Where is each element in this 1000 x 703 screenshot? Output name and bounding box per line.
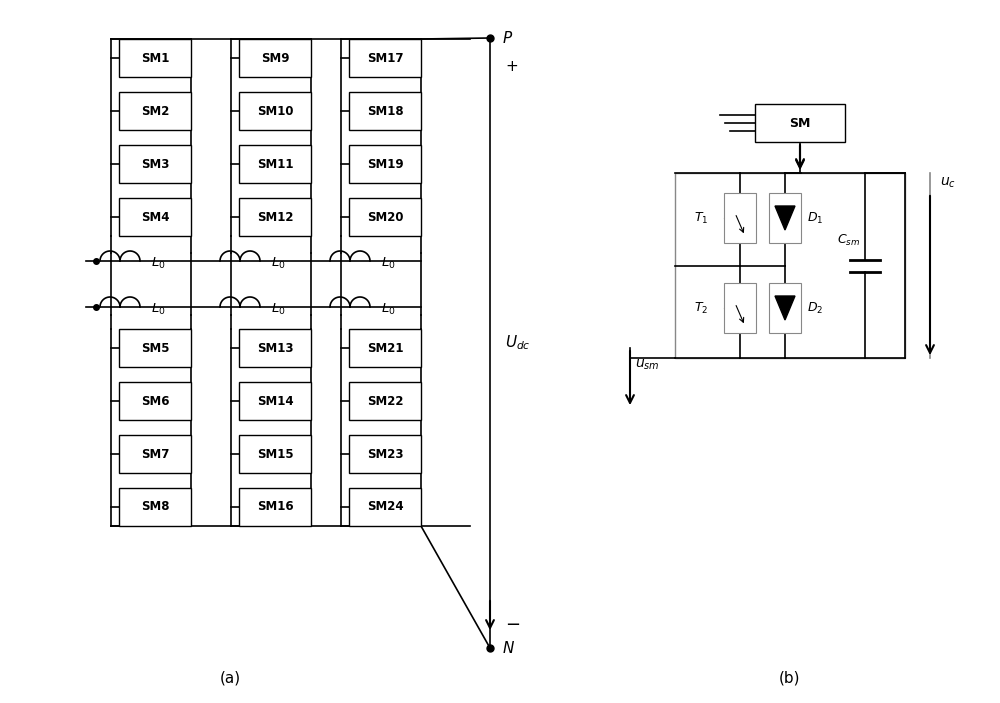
FancyBboxPatch shape (239, 39, 311, 77)
Text: (a): (a) (219, 671, 241, 685)
Text: SM18: SM18 (367, 105, 403, 117)
Text: SM22: SM22 (367, 394, 403, 408)
FancyBboxPatch shape (239, 92, 311, 130)
Text: $L_0$: $L_0$ (151, 302, 166, 316)
Text: (b): (b) (779, 671, 801, 685)
FancyBboxPatch shape (119, 39, 191, 77)
FancyBboxPatch shape (119, 329, 191, 367)
Text: SM5: SM5 (141, 342, 169, 354)
Text: SM13: SM13 (257, 342, 293, 354)
FancyBboxPatch shape (239, 488, 311, 526)
FancyBboxPatch shape (119, 198, 191, 236)
Text: SM15: SM15 (257, 448, 293, 460)
Text: $D_1$: $D_1$ (807, 210, 823, 226)
Text: SM7: SM7 (141, 448, 169, 460)
FancyBboxPatch shape (239, 435, 311, 473)
Text: $L_0$: $L_0$ (271, 255, 286, 271)
Text: $T_1$: $T_1$ (694, 210, 708, 226)
Text: $P$: $P$ (502, 30, 513, 46)
FancyBboxPatch shape (239, 198, 311, 236)
FancyBboxPatch shape (119, 145, 191, 183)
Text: SM: SM (789, 117, 811, 129)
FancyBboxPatch shape (755, 104, 845, 142)
Text: $C_{sm}$: $C_{sm}$ (837, 233, 860, 248)
FancyBboxPatch shape (119, 435, 191, 473)
FancyBboxPatch shape (349, 488, 421, 526)
Text: SM4: SM4 (141, 210, 169, 224)
FancyBboxPatch shape (349, 382, 421, 420)
Text: SM8: SM8 (141, 501, 169, 513)
Text: SM2: SM2 (141, 105, 169, 117)
Text: $L_0$: $L_0$ (381, 302, 396, 316)
Text: $L_0$: $L_0$ (381, 255, 396, 271)
Text: $D_2$: $D_2$ (807, 300, 823, 316)
Text: $N$: $N$ (502, 640, 515, 656)
Text: $L_0$: $L_0$ (151, 255, 166, 271)
Text: SM14: SM14 (257, 394, 293, 408)
FancyBboxPatch shape (239, 145, 311, 183)
Bar (675, 173, 905, 358)
FancyBboxPatch shape (239, 382, 311, 420)
FancyBboxPatch shape (349, 329, 421, 367)
Text: $U_{dc}$: $U_{dc}$ (505, 334, 531, 352)
FancyBboxPatch shape (349, 92, 421, 130)
Text: SM16: SM16 (257, 501, 293, 513)
Text: SM20: SM20 (367, 210, 403, 224)
Text: $T_2$: $T_2$ (694, 300, 708, 316)
FancyBboxPatch shape (724, 283, 756, 333)
Text: $+$: $+$ (505, 58, 518, 74)
FancyBboxPatch shape (349, 435, 421, 473)
Text: SM17: SM17 (367, 51, 403, 65)
Polygon shape (775, 296, 795, 320)
FancyBboxPatch shape (724, 193, 756, 243)
FancyBboxPatch shape (119, 92, 191, 130)
FancyBboxPatch shape (769, 193, 801, 243)
Text: $L_0$: $L_0$ (271, 302, 286, 316)
Text: SM21: SM21 (367, 342, 403, 354)
Text: $u_c$: $u_c$ (940, 176, 956, 191)
Text: SM23: SM23 (367, 448, 403, 460)
Text: SM1: SM1 (141, 51, 169, 65)
Text: SM6: SM6 (141, 394, 169, 408)
Text: SM3: SM3 (141, 157, 169, 171)
Text: SM19: SM19 (367, 157, 403, 171)
FancyBboxPatch shape (349, 39, 421, 77)
Text: SM11: SM11 (257, 157, 293, 171)
FancyBboxPatch shape (119, 488, 191, 526)
Polygon shape (775, 206, 795, 230)
FancyBboxPatch shape (119, 382, 191, 420)
Text: SM12: SM12 (257, 210, 293, 224)
Text: $-$: $-$ (505, 614, 520, 632)
FancyBboxPatch shape (769, 283, 801, 333)
Text: SM24: SM24 (367, 501, 403, 513)
Text: $u_{sm}$: $u_{sm}$ (635, 358, 660, 373)
Text: SM10: SM10 (257, 105, 293, 117)
FancyBboxPatch shape (239, 329, 311, 367)
FancyBboxPatch shape (349, 145, 421, 183)
FancyBboxPatch shape (349, 198, 421, 236)
Text: SM9: SM9 (261, 51, 289, 65)
